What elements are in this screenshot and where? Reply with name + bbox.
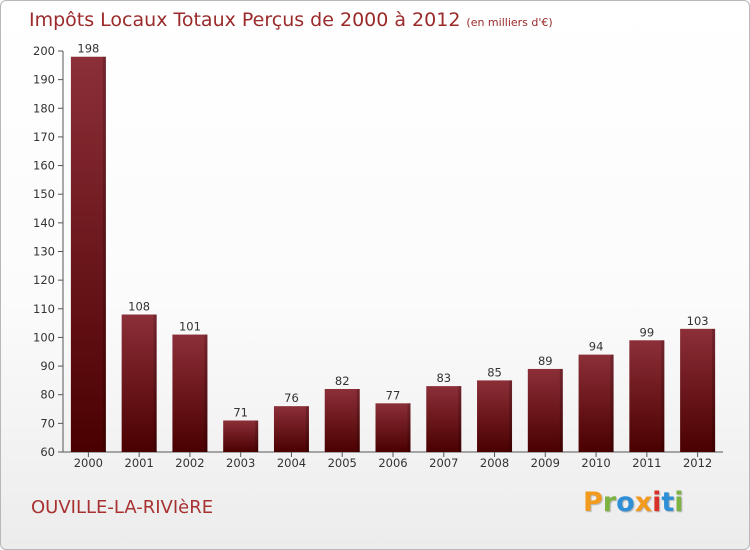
chart-title-text: Impôts Locaux Totaux Perçus de 2000 à 20… — [29, 9, 461, 31]
bar — [121, 314, 157, 452]
logo-letter: i — [674, 487, 684, 518]
x-tick-label: 2001 — [125, 456, 154, 470]
x-tick-label: 2000 — [74, 456, 103, 470]
y-tick-label: 180 — [33, 101, 55, 115]
proxiti-logo[interactable]: Proxiti — [583, 487, 684, 518]
x-tick-label: 2006 — [378, 456, 407, 470]
bar — [223, 420, 259, 452]
bar-shade — [407, 403, 411, 452]
logo-letter: o — [616, 487, 635, 518]
bar-shade — [458, 386, 462, 452]
data-label: 198 — [77, 42, 99, 56]
data-label: 82 — [335, 374, 350, 388]
logo-letter: P — [583, 487, 603, 518]
data-label: 83 — [436, 371, 451, 385]
y-tick-label: 100 — [33, 330, 55, 344]
y-tick-label: 200 — [33, 44, 55, 58]
bar — [324, 388, 360, 452]
y-tick-label: 160 — [33, 159, 55, 173]
data-label: 89 — [538, 354, 553, 368]
bar-shade — [509, 380, 513, 452]
logo-letter: t — [661, 487, 675, 518]
bar-shade — [153, 314, 157, 452]
y-tick-label: 90 — [40, 359, 55, 373]
commune-name: OUVILLE-LA-RIVIèRE — [31, 497, 214, 518]
bar-shade — [255, 420, 259, 452]
chart-title: Impôts Locaux Totaux Perçus de 2000 à 20… — [29, 9, 553, 31]
x-tick-label: 2008 — [480, 456, 509, 470]
bar — [680, 328, 716, 452]
x-tick-label: 2012 — [683, 456, 712, 470]
y-tick-label: 70 — [40, 416, 55, 430]
y-tick-label: 150 — [33, 187, 55, 201]
x-tick-label: 2007 — [429, 456, 458, 470]
bar — [477, 380, 513, 452]
bar-shade — [712, 328, 716, 452]
bar-shade — [356, 388, 360, 452]
bar-shade — [559, 368, 563, 452]
bar — [527, 368, 563, 452]
bar — [172, 334, 208, 452]
y-tick-label: 170 — [33, 130, 55, 144]
data-label: 85 — [487, 365, 502, 379]
x-tick-label: 2011 — [632, 456, 661, 470]
data-label: 94 — [589, 340, 604, 354]
chart-unit: (en milliers d'€) — [466, 16, 553, 29]
bar-shade — [204, 334, 208, 452]
chart-labels: 198 2000 108 2001 101 2002 71 2003 76 2004 82 2005 7… — [74, 42, 713, 470]
bar-shade — [102, 56, 106, 452]
bar — [578, 354, 614, 452]
bar-shade — [305, 406, 309, 452]
bar — [426, 386, 462, 452]
data-label: 101 — [179, 320, 201, 334]
x-tick-label: 2005 — [328, 456, 357, 470]
bar — [375, 403, 411, 452]
logo-letter: x — [634, 487, 653, 518]
data-label: 76 — [284, 391, 299, 405]
bar-shade — [661, 340, 665, 452]
y-tick-label: 80 — [40, 388, 55, 402]
logo-letter: i — [652, 487, 662, 518]
bar — [273, 406, 309, 452]
bar-shade — [610, 354, 614, 452]
bar — [70, 56, 106, 452]
bar — [629, 340, 665, 452]
y-tick-label: 130 — [33, 245, 55, 259]
data-label: 77 — [386, 388, 401, 402]
x-tick-label: 2002 — [175, 456, 204, 470]
logo-letter: r — [602, 487, 617, 518]
data-label: 99 — [640, 325, 655, 339]
y-tick-label: 110 — [33, 302, 55, 316]
y-tick-label: 60 — [40, 445, 55, 459]
x-tick-label: 2003 — [226, 456, 255, 470]
data-label: 108 — [128, 300, 150, 314]
y-tick-label: 120 — [33, 273, 55, 287]
y-tick-label: 190 — [33, 73, 55, 87]
data-label: 103 — [687, 314, 709, 328]
data-label: 71 — [233, 405, 248, 419]
x-tick-label: 2009 — [531, 456, 560, 470]
x-tick-label: 2004 — [277, 456, 306, 470]
y-tick-label: 140 — [33, 216, 55, 230]
x-tick-label: 2010 — [581, 456, 610, 470]
chart-bars — [70, 56, 716, 452]
